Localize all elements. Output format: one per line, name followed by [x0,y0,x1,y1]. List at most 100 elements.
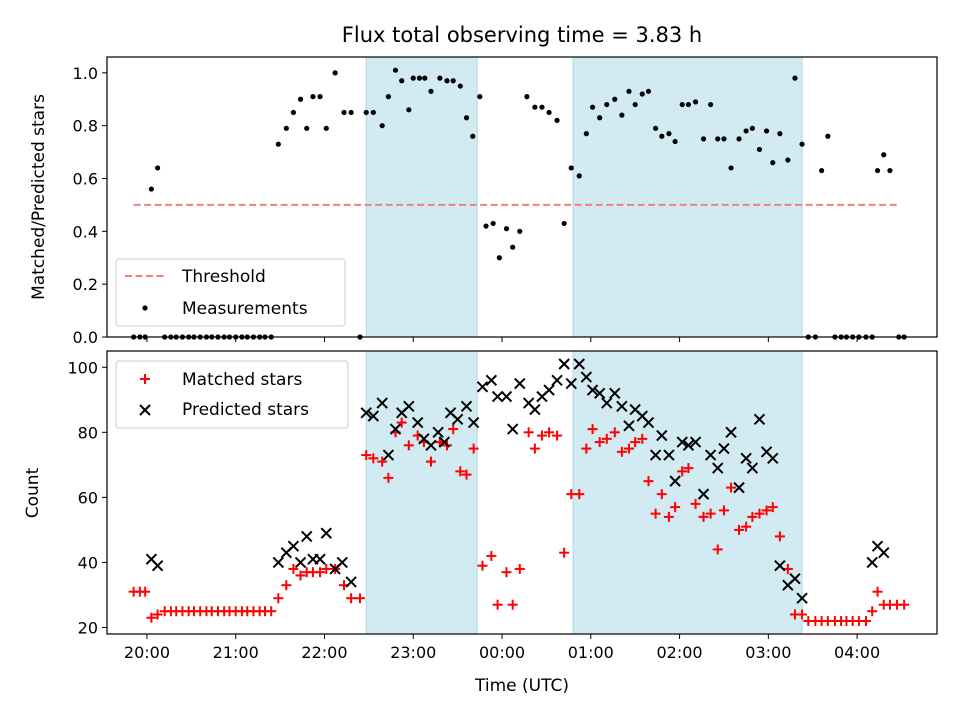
matched-star-point [377,456,388,467]
measurement-point [148,186,154,192]
matched-legend-marker [140,374,150,384]
measurement-point [406,107,412,113]
bottom-legend: Matched stars Predicted stars [115,360,349,429]
measurement-point [275,141,281,147]
measurement-point [561,220,567,227]
predicted-star-point [382,449,395,461]
predicted-star-point [485,374,498,386]
predicted-star-point [767,452,779,465]
predicted-star-point [682,439,695,452]
measurement-point [715,136,721,142]
matched-star-point [529,443,540,454]
measurement-point [422,75,428,81]
matched-legend-swatch [140,374,150,384]
measurement-point [363,109,369,116]
measurement-point [708,101,714,108]
measurement-point [554,117,560,123]
matched-star-point [492,599,503,610]
matched-star-point [448,424,459,435]
matched-star-point [321,563,332,574]
measurement-point [763,128,770,134]
measurement-point [370,109,376,116]
matched-star-point [477,560,488,571]
measurement-point [416,75,423,81]
y-tick-label: 0.4 [73,222,98,241]
measurement-point [437,75,443,81]
matched-star-point [741,521,752,532]
predicted-star-point [704,449,717,461]
measurement-point [825,133,831,139]
predicted-star-point [360,407,372,419]
matched-star-point [403,440,414,451]
matched-star-point [705,508,716,519]
predicted-star-point [529,403,541,416]
observing-interval-shade [365,350,478,635]
measurement-point [685,101,692,108]
measurement-point [632,101,638,108]
predicted-legend-label: Predicted stars [182,400,309,420]
matched-star-point [354,593,365,604]
x-tick-label: 23:00 [390,643,436,662]
measurement-point [568,165,574,171]
predicted-star-point [301,530,313,543]
predicted-star-point [676,436,688,448]
measurement-point [777,131,783,137]
predicted-star-point [866,556,878,569]
measurement-point [410,75,416,81]
bottom-y-axis-label: Count [23,467,43,518]
y-tick-label: 1.0 [73,64,98,83]
measurement-point [399,78,405,84]
measurement-point [477,94,483,100]
predicted-star-point [774,559,786,572]
matched-star-point [552,430,563,441]
predicted-star-point [451,413,464,426]
x-tick-label: 02:00 [657,643,703,662]
predicted-star-point [718,442,730,455]
matched-star-point [559,547,570,558]
predicted-star-point [740,452,752,465]
measurement-point [672,138,678,145]
predicted-star-point [623,420,635,432]
predicted-star-point [656,429,668,442]
matched-star-point [761,505,772,516]
matched-star-point [712,544,723,555]
x-tick-label: 21:00 [213,643,259,662]
measurement-point [524,94,530,100]
measurement-point [348,109,354,116]
predicted-star-point [514,377,526,390]
observing-interval-shade [572,56,803,338]
predicted-star-point [314,553,326,565]
y-tick-label: 20 [78,618,98,637]
measurement-point [304,125,310,131]
measurement-point [785,157,791,163]
measurement-point [659,133,665,139]
measurement-point [503,226,510,232]
predicted-star-point [565,377,577,390]
matched-star-point [396,417,407,428]
predicted-star-point [460,400,473,413]
measurement-point [597,115,603,121]
matched-star-point [643,476,654,487]
matched-star-point [754,508,765,519]
y-tick-label: 100 [67,358,98,377]
predicted-star-point [432,426,444,439]
predicted-star-point [663,449,675,461]
matched-star-point [486,550,497,561]
matched-star-point [368,453,379,464]
predicted-star-point [491,390,504,403]
predicted-star-point [320,527,332,539]
matched-star-point [461,469,472,480]
measurement-point [392,67,399,73]
measurement-point [290,109,297,116]
predicted-star-point [593,387,606,399]
matched-star-point [656,489,667,500]
measurement-point [652,125,659,131]
matched-star-point [536,430,547,441]
y-tick-label: 0.8 [73,117,98,136]
measurement-point [721,136,727,142]
predicted-star-point [601,397,613,409]
matched-star-point [767,502,778,513]
y-tick-label: 0.6 [73,170,98,189]
predicted-star-point [336,556,348,569]
